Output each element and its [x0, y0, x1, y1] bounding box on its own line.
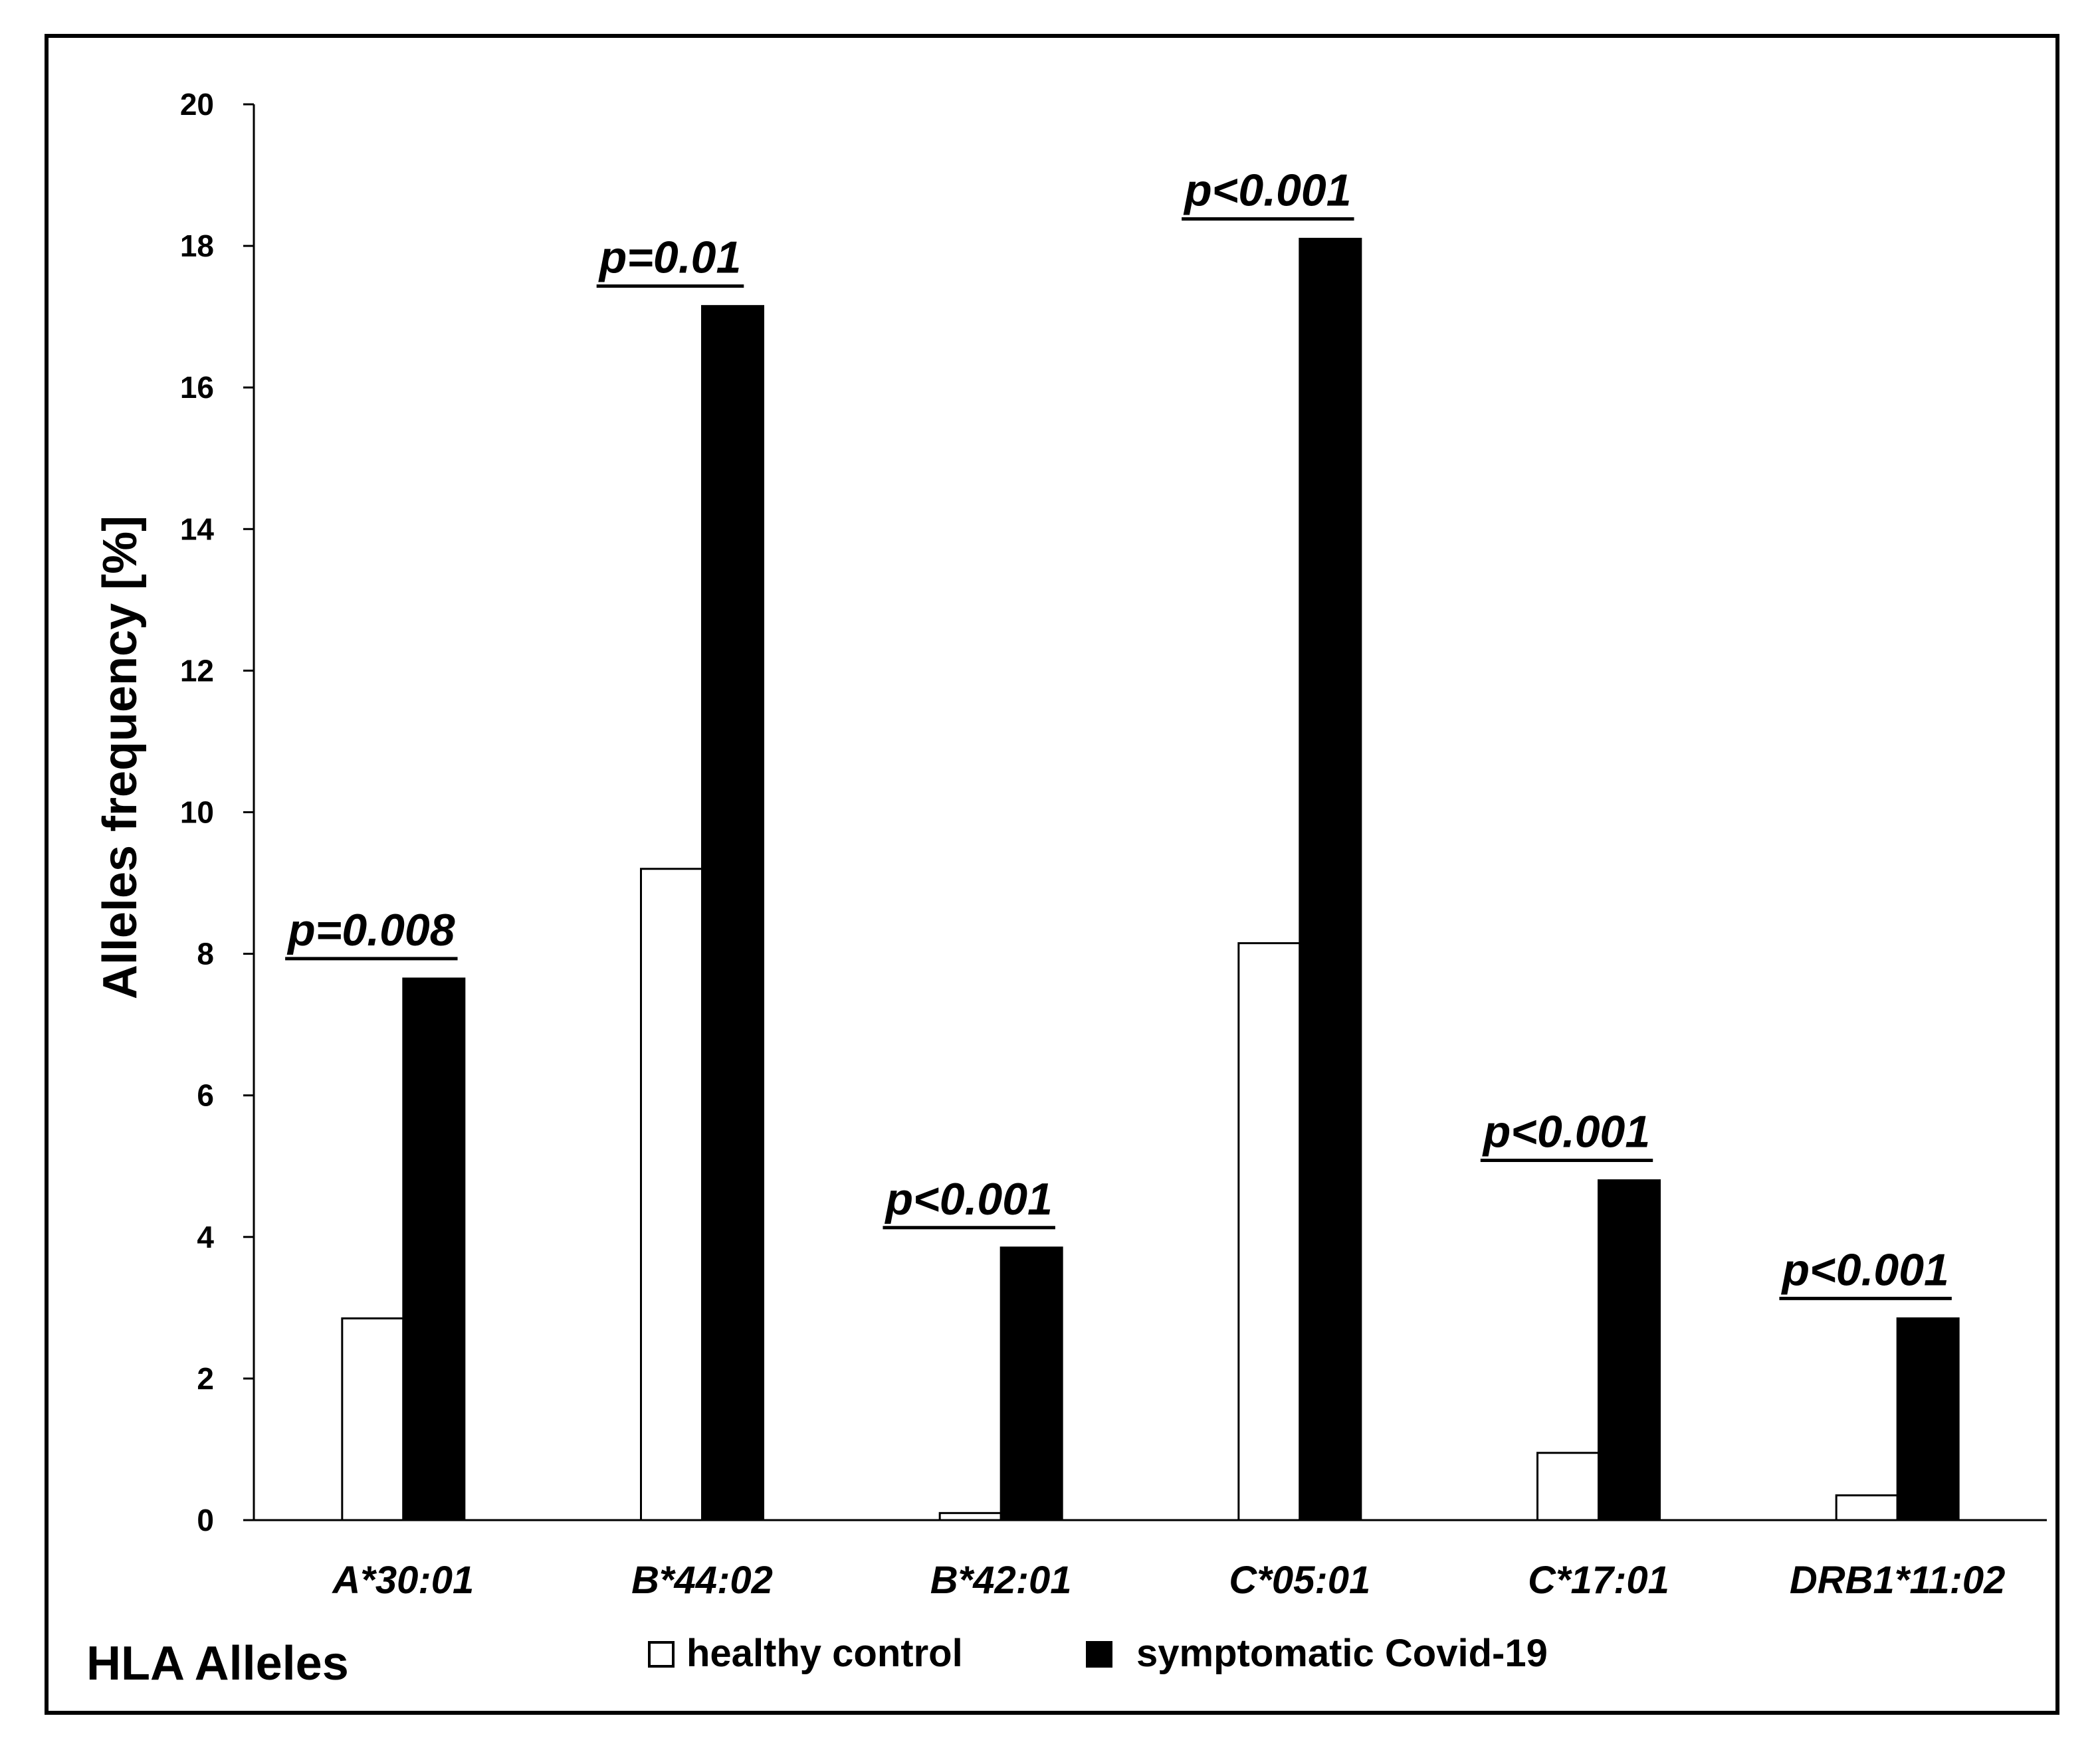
x-tick-label: DRB1*11:02: [1790, 1559, 2006, 1602]
x-tick-label: B*42:01: [930, 1559, 1072, 1602]
bar-healthy-control: [1835, 1494, 1899, 1521]
x-tick-label: A*30:01: [331, 1559, 474, 1602]
y-tick-label: 10: [180, 795, 214, 830]
bar-symptomatic-covid-19: [999, 1246, 1063, 1521]
legend: healthy control symptomatic Covid-19: [648, 1632, 1548, 1675]
bar-healthy-control: [341, 1317, 405, 1521]
bar-healthy-control: [938, 1511, 1002, 1521]
bar-healthy-control: [1237, 942, 1301, 1521]
bar-symptomatic-covid-19: [1598, 1179, 1661, 1521]
y-tick-label: 16: [180, 370, 214, 405]
x-tick-label: B*44:02: [631, 1559, 773, 1602]
bar-symptomatic-covid-19: [701, 305, 764, 1521]
y-tick-label: 4: [197, 1220, 214, 1254]
legend-label-healthy-control: healthy control: [686, 1632, 963, 1675]
bar-healthy-control: [640, 868, 703, 1521]
x-tick-label: C*17:01: [1528, 1559, 1669, 1602]
p-value-annotations: p=0.008 p=0.01 p<0.001 p<0.001 p<0.001 p<0.00…: [285, 165, 1952, 1300]
y-tick-label: 14: [180, 512, 215, 546]
legend-swatch-symptomatic-covid-19: [1086, 1641, 1112, 1668]
legend-swatch-healthy-control: [648, 1641, 675, 1668]
y-axis-title: Alleles frequency [%]: [94, 516, 147, 999]
p-value-label: p<0.001: [1183, 165, 1351, 215]
p-value-label: p<0.001: [1482, 1107, 1650, 1157]
p-value-label: p<0.001: [1780, 1244, 1948, 1295]
bar-healthy-control: [1536, 1452, 1600, 1521]
y-tick-label: 6: [197, 1078, 214, 1113]
bar-symptomatic-covid-19: [1299, 237, 1362, 1521]
y-tick-label: 8: [197, 937, 214, 971]
y-axis: 0 2 4 6 8 10 12 14 16 18 20: [180, 87, 255, 1537]
p-value-label: p=0.01: [598, 233, 742, 283]
bar-symptomatic-covid-19: [1896, 1317, 1960, 1521]
bars: [341, 237, 1960, 1521]
y-tick-label: 18: [180, 229, 214, 263]
x-axis-title: HLA Alleles: [86, 1637, 349, 1690]
p-value-label: p=0.008: [286, 905, 455, 955]
bar-symptomatic-covid-19: [402, 977, 466, 1521]
x-axis: A*30:01 B*44:02 B*42:01 C*05:01 C*17:01 DRB1*…: [254, 1519, 2047, 1602]
legend-label-symptomatic-covid-19: symptomatic Covid-19: [1136, 1632, 1548, 1675]
y-tick-label: 0: [197, 1503, 214, 1537]
x-tick-label: C*05:01: [1229, 1559, 1370, 1602]
y-tick-label: 12: [180, 653, 214, 688]
p-value-label: p<0.001: [884, 1174, 1052, 1224]
y-tick-label: 20: [180, 87, 214, 122]
y-tick-label: 2: [197, 1361, 214, 1396]
